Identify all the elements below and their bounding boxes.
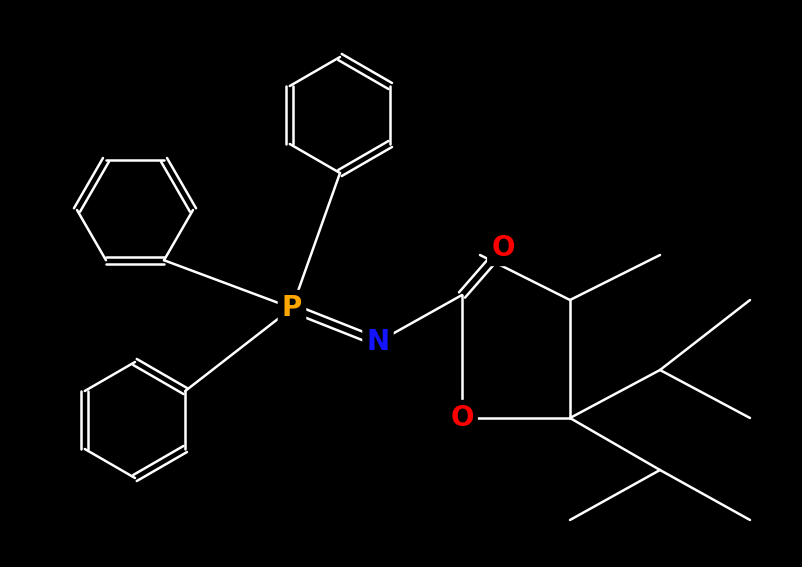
Text: O: O xyxy=(491,234,514,262)
Text: O: O xyxy=(450,404,473,432)
Text: N: N xyxy=(366,328,389,356)
Text: P: P xyxy=(282,294,302,322)
